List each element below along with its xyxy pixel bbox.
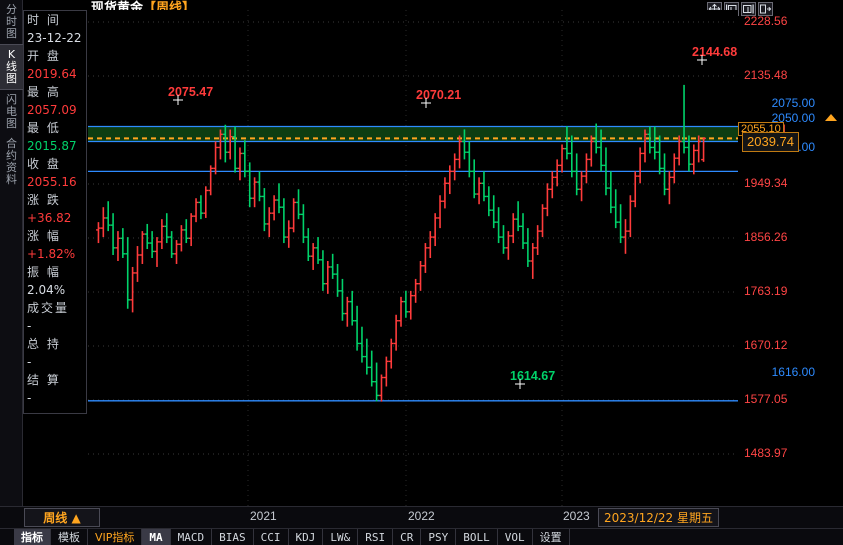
sidebar-tab-label: 图 bbox=[6, 27, 17, 40]
price-axis-tick: 1949.34 bbox=[744, 176, 788, 190]
quote-value: 2055.16 bbox=[27, 175, 77, 189]
date-axis-year: 2023 bbox=[563, 509, 590, 523]
date-axis: 周线 ▲ 2021 2022 2023 2023/12/22 星期五 bbox=[0, 506, 843, 528]
sidebar-tab-label: 约 bbox=[6, 149, 17, 162]
toolbar-button-psy[interactable]: PSY bbox=[421, 529, 457, 545]
quote-label: 涨 幅 bbox=[27, 229, 61, 243]
quote-value: - bbox=[27, 391, 32, 405]
price-level-label: 2050.00 bbox=[771, 111, 815, 125]
quote-label: 振 幅 bbox=[27, 265, 61, 279]
quote-value: 2057.09 bbox=[27, 103, 77, 117]
price-level-label: 1616.00 bbox=[771, 365, 815, 379]
quote-value: 23-12-22 bbox=[27, 31, 82, 45]
price-axis-tick: 2228.56 bbox=[744, 14, 788, 28]
toolbar-button-cci[interactable]: CCI bbox=[254, 529, 289, 545]
sidebar-tab-label: 闪 bbox=[6, 93, 17, 106]
sidebar-tab-label: 分 bbox=[6, 3, 17, 16]
quote-value: 2015.87 bbox=[27, 139, 77, 153]
price-axis: 2228.562135.482042.411949.341856.261763.… bbox=[738, 10, 843, 506]
sidebar-tab-label: 料 bbox=[6, 173, 17, 186]
shift-right-icon[interactable] bbox=[758, 2, 773, 16]
sidebar-tab-label: 资 bbox=[6, 161, 17, 174]
toolbar-button-bias[interactable]: BIAS bbox=[212, 529, 254, 545]
quote-label: 涨 跌 bbox=[27, 193, 61, 207]
toolbar-button-settings[interactable]: 设置 bbox=[533, 529, 570, 545]
align-right-icon[interactable] bbox=[741, 2, 756, 16]
sidebar-tab-label: 时 bbox=[6, 15, 17, 28]
current-date-label: 2023/12/22 星期五 bbox=[598, 508, 719, 527]
quote-label: 结 算 bbox=[27, 373, 61, 387]
price-annotation: 2070.21 bbox=[416, 88, 461, 102]
quote-value: +1.82% bbox=[27, 247, 76, 261]
price-axis-tick: 1763.19 bbox=[744, 284, 788, 298]
date-axis-year: 2021 bbox=[250, 509, 277, 523]
price-axis-tick: 1856.26 bbox=[744, 230, 788, 244]
sidebar-tab-label: K bbox=[7, 48, 16, 61]
price-annotation: 2075.47 bbox=[168, 85, 213, 99]
date-axis-year: 2022 bbox=[408, 509, 435, 523]
price-axis-tick: 1483.97 bbox=[744, 446, 788, 460]
quote-label: 成交量 bbox=[27, 301, 70, 315]
quote-value: 2019.64 bbox=[27, 67, 77, 81]
price-level-label: 2075.00 bbox=[771, 96, 815, 110]
period-selector-button[interactable]: 周线 ▲ bbox=[24, 508, 100, 527]
toolbar-button-indicator[interactable]: 指标 bbox=[14, 529, 51, 545]
sidebar-tab-label: 电 bbox=[6, 105, 17, 118]
sidebar-tab-label: 线 bbox=[6, 60, 17, 73]
sidebar-tab-lightning-chart[interactable]: 闪电图 bbox=[0, 90, 23, 134]
quote-label: 开 盘 bbox=[27, 49, 61, 63]
quote-label: 总 持 bbox=[27, 337, 61, 351]
sidebar-tab-label: 合 bbox=[6, 137, 17, 150]
toolbar-button-ma[interactable]: MA bbox=[142, 529, 171, 545]
sidebar-tab-contract-info[interactable]: 合约资料 bbox=[0, 134, 23, 190]
price-axis-tick: 1670.12 bbox=[744, 338, 788, 352]
sidebar-tab-time-share-chart[interactable]: 分时图 bbox=[0, 0, 23, 44]
candlestick-chart[interactable]: 2075.47 2070.21 2144.68 1614.67 bbox=[88, 10, 738, 506]
price-axis-tick: 2135.48 bbox=[744, 68, 788, 82]
quote-value: +36.82 bbox=[27, 211, 72, 225]
crosshair-price-tooltip: 2039.74 bbox=[742, 132, 799, 152]
price-annotation: 1614.67 bbox=[510, 369, 555, 383]
quote-label: 最 高 bbox=[27, 85, 61, 99]
toolbar-button-vol[interactable]: VOL bbox=[498, 529, 533, 545]
sidebar-tab-label: 图 bbox=[6, 117, 17, 130]
toolbar-button-boll[interactable]: BOLL bbox=[456, 529, 498, 545]
quote-value: - bbox=[27, 319, 32, 333]
toolbar-button-kdj[interactable]: KDJ bbox=[289, 529, 324, 545]
toolbar-button-cr[interactable]: CR bbox=[393, 529, 422, 545]
toolbar-button-lwr[interactable]: LW& bbox=[323, 529, 359, 545]
toolbar-button-macd[interactable]: MACD bbox=[171, 529, 213, 545]
indicator-toolbar: 指标 模板 VIP指标 MA MACD BIAS CCI KDJ LW& RSI CR PSY BOLL… bbox=[0, 528, 843, 545]
toolbar-button-rsi[interactable]: RSI bbox=[358, 529, 394, 545]
price-annotation: 2144.68 bbox=[692, 45, 737, 59]
price-direction-arrow-icon bbox=[825, 114, 837, 121]
sidebar-tab-label: 图 bbox=[6, 72, 17, 85]
quote-info-panel: 时 间 23-12-22 开 盘 2019.64 最 高 2057.09 最 低 2015.8… bbox=[23, 10, 87, 414]
toolbar-spacer bbox=[570, 529, 843, 545]
quote-value: 2.04% bbox=[27, 283, 66, 297]
quote-label: 收 盘 bbox=[27, 157, 61, 171]
quote-label: 时 间 bbox=[27, 13, 61, 27]
quote-value: - bbox=[27, 355, 32, 369]
price-axis-tick: 1577.05 bbox=[744, 392, 788, 406]
toolbar-button-vip-indicator[interactable]: VIP指标 bbox=[88, 529, 143, 545]
quote-label: 最 低 bbox=[27, 121, 61, 135]
toolbar-button-template[interactable]: 模板 bbox=[51, 529, 88, 545]
